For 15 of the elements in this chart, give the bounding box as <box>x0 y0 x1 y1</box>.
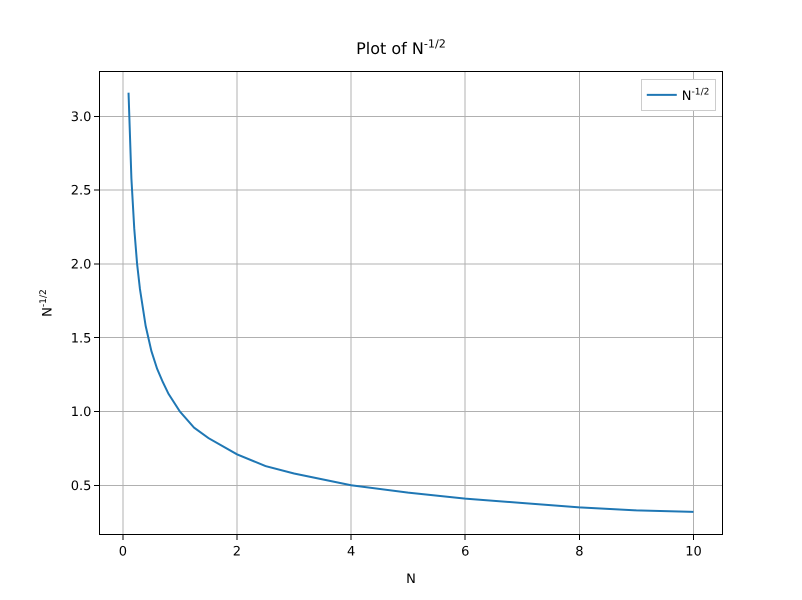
x-tick-label: 0 <box>118 544 127 560</box>
x-tick-label: 4 <box>346 544 356 560</box>
x-tick-label: 2 <box>232 544 242 560</box>
y-tick-label: 1.0 <box>70 405 92 420</box>
x-tick-label: 8 <box>575 544 584 560</box>
y-tick-label: 1.5 <box>70 331 92 346</box>
chart-title: Plot of N$^{-1/2}$ <box>356 37 446 58</box>
x-axis-title: N <box>406 572 416 588</box>
y-tick-label: 2.5 <box>70 184 92 199</box>
legend-label: N$^{-1/2}$ <box>682 87 710 104</box>
x-tick-label: 6 <box>461 544 470 560</box>
x-tick-label: 10 <box>685 544 702 560</box>
y-tick-label: 0.5 <box>70 478 92 494</box>
y-tick-label: 3.0 <box>70 110 92 125</box>
y-tick-label: 2.0 <box>70 257 92 272</box>
